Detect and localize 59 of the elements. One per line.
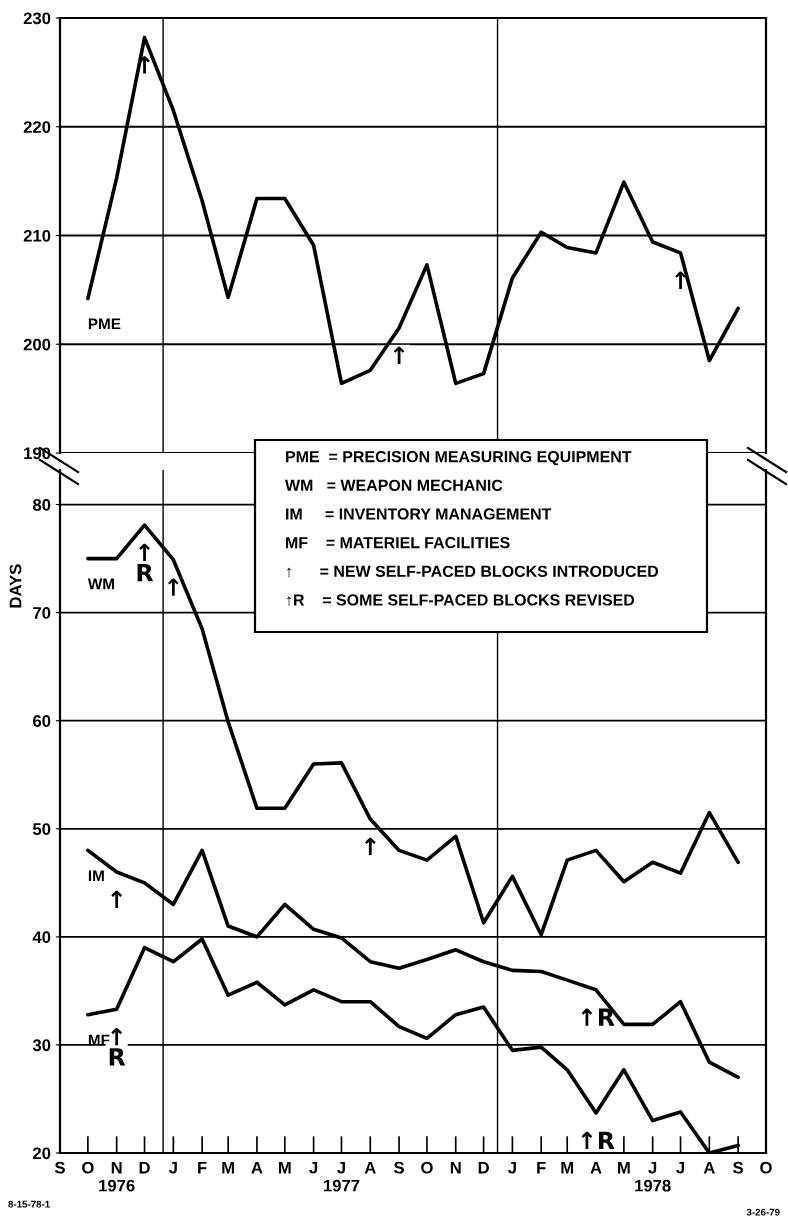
annotation: ↑R <box>581 1131 615 1150</box>
x-tick-label: F <box>537 1161 546 1174</box>
x-tick-label: J <box>508 1161 516 1174</box>
annotation: ↑ <box>168 578 179 596</box>
y-tick-label: 230 <box>23 12 51 25</box>
x-tick-label: D <box>478 1161 489 1174</box>
series-label: IM <box>88 870 104 881</box>
annotation: MF = MATERIEL FACILITIES <box>286 536 510 549</box>
annotation: ↑R = SOME SELF-PACED BLOCKS REVISED <box>287 594 635 606</box>
annotation: WM = WEAPON MECHANIC <box>285 479 503 491</box>
y-tick-label: 200 <box>23 338 51 351</box>
x-tick-label: O <box>421 1161 433 1174</box>
annotation: ↑ R <box>137 543 154 582</box>
y-axis-title: DAYS <box>9 564 22 608</box>
x-tick-label: M <box>561 1161 574 1174</box>
x-tick-label: N <box>450 1161 461 1174</box>
y-tick-label: 190 <box>24 447 51 460</box>
x-tick-label: A <box>251 1161 263 1174</box>
x-tick-label: M <box>222 1161 234 1174</box>
x-tick-label: J 1978 <box>635 1161 671 1192</box>
x-tick-label: N 1976 <box>99 1161 135 1192</box>
y-tick-label: 60 <box>33 715 51 727</box>
x-tick-label: J <box>309 1161 318 1174</box>
x-tick-label: M <box>278 1161 291 1174</box>
y-tick-label: 40 <box>32 931 51 944</box>
y-tick-label: 210 <box>23 229 51 242</box>
x-tick-label: J <box>676 1161 685 1174</box>
annotation: ↑ R <box>109 1027 126 1066</box>
y-tick-label: 30 <box>32 1039 51 1052</box>
x-tick-label: A <box>703 1161 715 1174</box>
annotation: ↑ = NEW SELF-PACED BLOCKS INTRODUCED <box>287 565 659 578</box>
y-tick-label: 20 <box>33 1147 51 1160</box>
x-tick-label: S <box>54 1161 65 1174</box>
y-tick-label: 220 <box>23 121 51 133</box>
x-tick-label: D <box>139 1161 150 1174</box>
series-label: PME <box>88 318 121 330</box>
text: 8-15-78-1 <box>8 1200 50 1208</box>
x-tick-label: O <box>760 1161 772 1174</box>
y-tick-label: 50 <box>32 823 51 835</box>
annotation: ↑R <box>581 1008 615 1026</box>
x-tick-label: S <box>393 1161 404 1174</box>
annotation: IM = INVENTORY MANAGEMENT <box>286 508 552 520</box>
x-tick-label: J 1977 <box>323 1161 360 1192</box>
y-tick-label: 70 <box>33 607 51 619</box>
x-tick-label: M <box>618 1161 630 1174</box>
x-tick-label: F <box>198 1161 207 1174</box>
x-tick-label: A <box>590 1161 602 1174</box>
x-tick-label: S <box>733 1161 744 1174</box>
series-label: WM <box>87 578 114 590</box>
text: 3-26-79 <box>746 1208 780 1216</box>
y-tick-label: 80 <box>32 498 51 511</box>
x-tick-label: O <box>82 1161 94 1174</box>
annotation: ↑ <box>675 271 686 289</box>
x-tick-label: J <box>168 1161 177 1174</box>
annotation: ↑ <box>393 346 405 364</box>
annotation: PME = PRECISION MEASURING EQUIPMENT <box>286 450 632 466</box>
annotation: ↑ <box>364 837 376 856</box>
annotation: ↑ <box>111 890 123 909</box>
x-tick-label: A <box>364 1161 376 1174</box>
